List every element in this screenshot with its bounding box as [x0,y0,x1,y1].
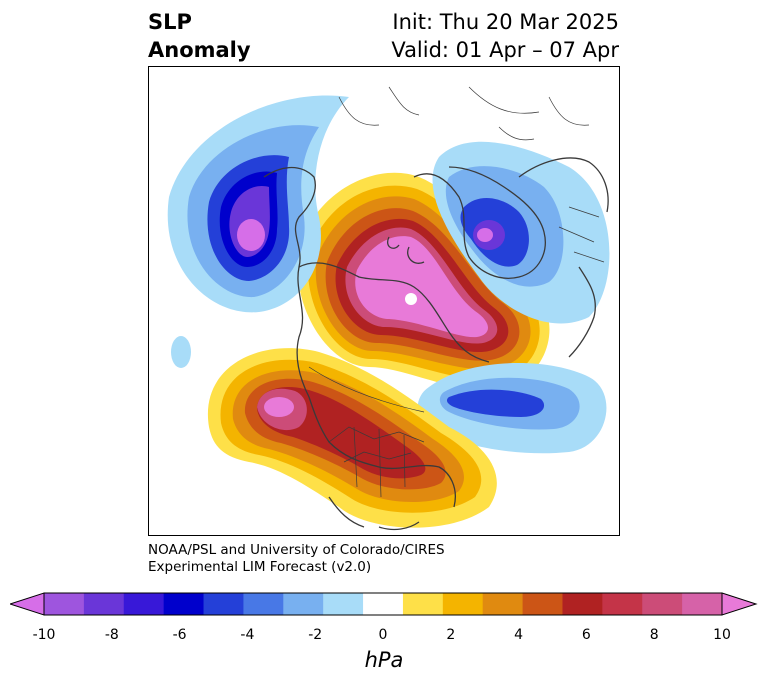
coastlines [263,157,609,531]
colorbar-cell [123,593,165,615]
map-panel [148,66,620,536]
credit-line-2: Experimental LIM Forecast (v2.0) [148,559,372,575]
colorbar-tick-label: 6 [581,627,591,643]
colorbar-cell [83,593,125,615]
colorbar-tick-label: -8 [104,627,119,643]
colorbar-cell [642,593,683,615]
negative-anomaly-atlantic [417,363,607,454]
colorbar-cells [44,593,723,615]
credit-line-1: NOAA/PSL and University of Colorado/CIRE… [148,542,445,558]
colorbar-tick-label: -4 [240,627,255,643]
colorbar-cell [562,593,603,615]
slp-anomaly-map [167,86,610,531]
colorbar-cell [522,593,563,615]
positive-anomaly-north-america [207,348,497,528]
colorbar-cell [402,593,444,615]
colorbar-cell [363,593,404,615]
credit-text: NOAA/PSL and University of Colorado/CIRE… [148,542,445,576]
colorbar-tick-label: 10 [713,627,731,643]
colorbar-tick-label: 2 [446,627,456,643]
colorbar-cell [44,593,85,615]
forecast-dates: Init: Thu 20 Mar 2025 Valid: 01 Apr – 07… [391,8,619,64]
colorbar-tick-label: -10 [32,627,56,643]
colorbar-cell [323,593,364,615]
title-line-2: Anomaly [148,38,251,62]
colorbar-cell [442,593,484,615]
colorbar-cell [163,593,205,615]
positive-anomaly-arctic [297,172,550,391]
colorbar-extend-low [10,592,45,616]
colorbar-tick-label: 4 [514,627,524,643]
colorbar-cell [203,593,244,615]
colorbar-units: hPa [364,648,404,672]
colorbar-extend-high [721,592,758,616]
valid-date: Valid: 01 Apr – 07 Apr [391,38,619,62]
title-line-1: SLP [148,10,192,34]
negative-anomaly-greenland [432,141,610,324]
init-date: Init: Thu 20 Mar 2025 [392,10,619,34]
colorbar-cell [283,593,324,615]
negative-anomaly-small [171,336,191,368]
colorbar-outline [43,592,723,616]
colorbar [10,592,758,616]
colorbar-tick-label: -6 [172,627,187,643]
colorbar-cell [243,593,284,615]
colorbar-cell [682,593,723,615]
country-borders [308,86,605,498]
colorbar-tick-label: 0 [378,627,388,643]
colorbar-tick-label: 8 [649,627,659,643]
colorbar-cell [602,593,643,615]
chart-title: SLP Anomaly [148,8,251,64]
colorbar-cell [482,593,524,615]
colorbar-tick-label: -2 [308,627,323,643]
